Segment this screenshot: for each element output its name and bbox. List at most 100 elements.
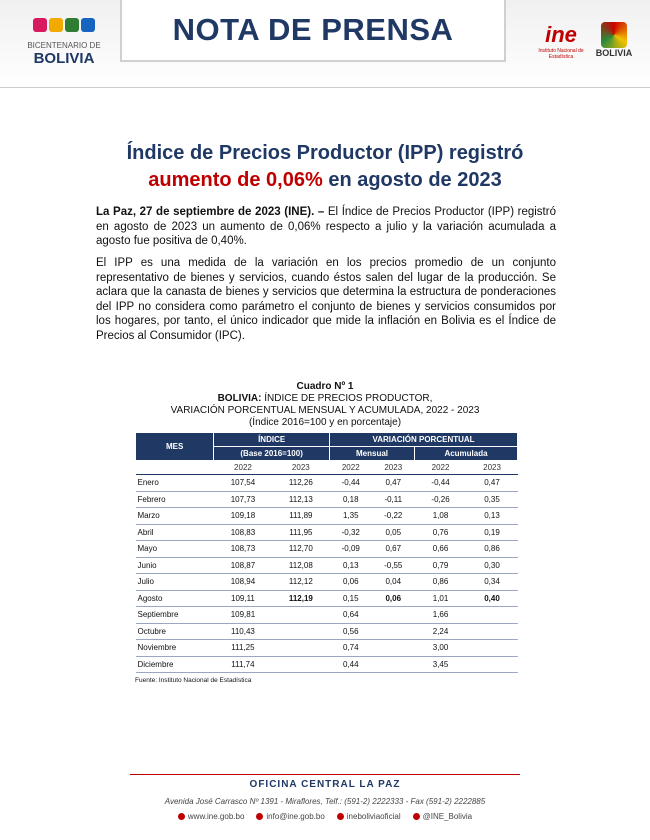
value-cell bbox=[272, 623, 330, 640]
value-cell: 0,06 bbox=[329, 573, 373, 591]
value-cell bbox=[272, 606, 330, 624]
year-cell: 2022 bbox=[329, 460, 373, 475]
footer-rule bbox=[130, 774, 520, 775]
year-cell: 2022 bbox=[213, 460, 273, 475]
value-cell: -0,11 bbox=[372, 491, 415, 508]
value-cell: 0,47 bbox=[372, 474, 415, 492]
headline-line: Índice de Precios Productor (IPP) regist… bbox=[126, 142, 524, 164]
value-cell: 109,81 bbox=[213, 606, 273, 624]
headline-text: en agosto de 2023 bbox=[322, 169, 502, 191]
value-cell bbox=[466, 623, 518, 640]
table-row: Septiembre 109,81 0,64 1,66 bbox=[135, 606, 518, 624]
value-cell: 112,13 bbox=[272, 491, 330, 508]
table-row: Julio 108,94 112,12 0,06 0,04 0,86 0,34 bbox=[135, 573, 518, 591]
table-row: Agosto 109,11 112,19 0,15 0,06 1,01 0,40 bbox=[135, 590, 518, 607]
paragraph: El IPP es una medida de la variación en … bbox=[96, 257, 556, 342]
value-cell: 112,12 bbox=[272, 573, 330, 591]
year-cell: 2023 bbox=[466, 460, 518, 475]
month-cell: Noviembre bbox=[135, 639, 214, 657]
value-cell bbox=[466, 656, 518, 673]
logo-text: BOLIVIA bbox=[595, 48, 633, 58]
table-row: Junio 108,87 112,08 0,13 -0,55 0,79 0,30 bbox=[135, 557, 518, 574]
bolivia-logo: BOLIVIA bbox=[588, 22, 640, 58]
table-row: Abril 108,83 111,95 -0,32 0,05 0,76 0,19 bbox=[135, 524, 518, 541]
value-cell bbox=[272, 656, 330, 673]
value-cell: -0,55 bbox=[372, 557, 415, 574]
value-cell: 111,95 bbox=[272, 524, 330, 541]
value-cell: 0,15 bbox=[329, 590, 373, 607]
month-cell: Marzo bbox=[135, 507, 214, 525]
logo-text: ine bbox=[545, 22, 577, 47]
value-cell: -0,26 bbox=[414, 491, 467, 508]
month-cell: Octubre bbox=[135, 623, 214, 640]
value-cell: 0,18 bbox=[329, 491, 373, 508]
contact: ineboliviaoficial bbox=[337, 812, 401, 821]
month-cell: Septiembre bbox=[135, 606, 214, 624]
value-cell: 0,13 bbox=[329, 557, 373, 574]
table-source: Fuente: Instituto Nacional de Estadístic… bbox=[135, 677, 252, 684]
value-cell: 0,06 bbox=[372, 590, 415, 607]
value-cell: 0,76 bbox=[414, 524, 467, 541]
year-cell: 2022 bbox=[414, 460, 467, 475]
headline-highlight: aumento de 0,06% bbox=[148, 169, 323, 191]
value-cell: 1,35 bbox=[329, 507, 373, 525]
value-cell bbox=[466, 606, 518, 624]
value-cell: 0,40 bbox=[466, 590, 518, 607]
value-cell: 0,86 bbox=[414, 573, 467, 591]
value-cell: 111,25 bbox=[213, 639, 273, 657]
table-row: Febrero 107,73 112,13 0,18 -0,11 -0,26 0,35 bbox=[135, 491, 518, 508]
table-row: Octubre 110,43 0,56 2,24 bbox=[135, 623, 518, 640]
header-cell bbox=[135, 460, 214, 475]
value-cell: 1,01 bbox=[414, 590, 467, 607]
value-cell: 108,87 bbox=[213, 557, 273, 574]
paragraph-text: El Índice de Precios Productor (IPP) reg… bbox=[96, 206, 556, 248]
value-cell: 0,64 bbox=[329, 606, 373, 624]
logo-mark bbox=[14, 18, 114, 37]
value-cell: 109,11 bbox=[213, 590, 273, 607]
table-row: Marzo 109,18 111,89 1,35 -0,22 1,08 0,13 bbox=[135, 507, 518, 525]
value-cell: 108,94 bbox=[213, 573, 273, 591]
logo-text: BICENTENARIO DE bbox=[27, 41, 101, 50]
value-cell: 0,30 bbox=[466, 557, 518, 574]
value-cell: 107,73 bbox=[213, 491, 273, 508]
month-cell: Abril bbox=[135, 524, 214, 541]
header-cell: ÍNDICE bbox=[213, 432, 331, 447]
month-cell: Febrero bbox=[135, 491, 214, 508]
value-cell: 0,74 bbox=[329, 639, 373, 657]
value-cell bbox=[372, 606, 415, 624]
table-row: Noviembre 111,25 0,74 3,00 bbox=[135, 639, 518, 657]
value-cell: 108,73 bbox=[213, 540, 273, 558]
header-cell: Mensual bbox=[329, 446, 416, 461]
value-cell: 0,34 bbox=[466, 573, 518, 591]
value-cell: 112,19 bbox=[272, 590, 330, 607]
headline: Índice de Precios Productor (IPP) regist… bbox=[0, 140, 650, 194]
logo-text: BOLIVIA bbox=[33, 50, 95, 67]
value-cell: -0,22 bbox=[372, 507, 415, 525]
value-cell: -0,32 bbox=[329, 524, 373, 541]
value-cell bbox=[466, 639, 518, 657]
year-cell: 2023 bbox=[272, 460, 330, 475]
value-cell: 0,79 bbox=[414, 557, 467, 574]
contact: @INE_Bolivia bbox=[413, 812, 472, 821]
table-caption: Cuadro Nº 1 BOLIVIA: ÍNDICE DE PRECIOS P… bbox=[100, 381, 550, 429]
value-cell: 112,70 bbox=[272, 540, 330, 558]
month-cell: Julio bbox=[135, 573, 214, 591]
headline-line: aumento de 0,06% en agosto de 2023 bbox=[0, 167, 650, 194]
header-cell: VARIACIÓN PORCENTUAL bbox=[329, 432, 518, 447]
caption-title: BOLIVIA: ÍNDICE DE PRECIOS PRODUCTOR, bbox=[100, 393, 550, 405]
value-cell: 108,83 bbox=[213, 524, 273, 541]
header-cell: Acumulada bbox=[414, 446, 518, 461]
ine-logo: ine Instituto Nacional de Estadística bbox=[536, 22, 586, 60]
footer-office: OFICINA CENTRAL LA PAZ bbox=[249, 779, 401, 790]
contact: info@ine.gob.bo bbox=[256, 812, 324, 821]
value-cell: 112,08 bbox=[272, 557, 330, 574]
table-row: Mayo 108,73 112,70 -0,09 0,67 0,66 0,86 bbox=[135, 540, 518, 558]
value-cell: 112,26 bbox=[272, 474, 330, 492]
table-row: Enero 107,54 112,26 -0,44 0,47 -0,44 0,47 bbox=[135, 474, 518, 492]
value-cell: -0,09 bbox=[329, 540, 373, 558]
footer-contacts: www.ine.gob.bo info@ine.gob.bo ineboliviao… bbox=[0, 812, 650, 821]
table-row: Diciembre 111,74 0,44 3,45 bbox=[135, 656, 518, 673]
value-cell bbox=[372, 639, 415, 657]
value-cell: 107,54 bbox=[213, 474, 273, 492]
